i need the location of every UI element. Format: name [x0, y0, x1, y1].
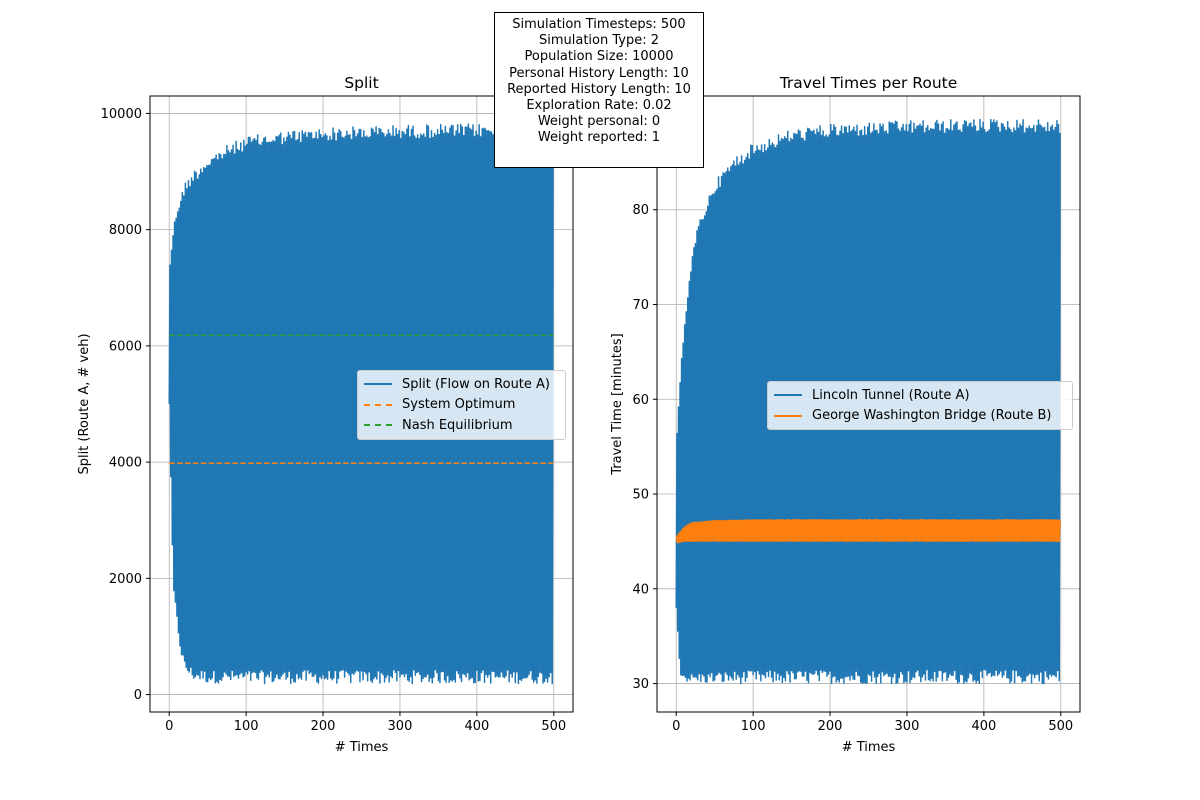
legend-label-nash-equilibrium: Nash Equilibrium: [402, 417, 513, 433]
info-line-reported-history: Reported History Length: 10: [507, 81, 691, 97]
legend-entry-lincoln-tunnel: Lincoln Tunnel (Route A): [774, 385, 1066, 406]
x-tick-label-1-5: 500: [1048, 719, 1073, 734]
y-tick-label-1-3: 60: [632, 393, 649, 408]
x-tick-label-0-4: 400: [464, 719, 489, 734]
x-tick-label-0-2: 200: [311, 719, 336, 734]
x-tick-label-1-3: 300: [895, 719, 920, 734]
x-axis-label-1: # Times: [842, 740, 896, 755]
legend-swatch-system-optimum: [364, 403, 392, 406]
legend-swatch-split: [364, 383, 392, 386]
info-line-exploration-rate: Exploration Rate: 0.02: [526, 98, 672, 114]
x-tick-label-1-4: 400: [971, 719, 996, 734]
y-tick-label-0-4: 8000: [109, 223, 142, 238]
y-tick-label-0-5: 10000: [101, 107, 142, 122]
y-tick-label-1-4: 70: [632, 298, 649, 313]
simulation-parameters-box: Simulation Timesteps: 500 Simulation Typ…: [494, 12, 704, 168]
y-tick-label-0-2: 4000: [109, 456, 142, 471]
x-tick-label-0-0: 0: [165, 719, 173, 734]
chart-title-1: Travel Times per Route: [779, 74, 958, 92]
info-line-timesteps: Simulation Timesteps: 500: [512, 17, 686, 32]
chart-title-0: Split: [344, 74, 378, 92]
x-tick-label-0-5: 500: [541, 719, 566, 734]
x-tick-label-1-0: 0: [672, 719, 680, 734]
info-line-weight-personal: Weight personal: 0: [537, 114, 661, 130]
legend-travel-times: Lincoln Tunnel (Route A) George Washingt…: [767, 381, 1073, 430]
legend-swatch-lincoln-tunnel: [774, 394, 802, 397]
legend-swatch-george-washington-bridge: [774, 414, 802, 417]
y-tick-label-1-2: 50: [632, 488, 649, 503]
y-tick-label-0-1: 2000: [109, 572, 142, 587]
series-line-1-1: [675, 518, 1061, 544]
axes-frame-0: [149, 95, 574, 713]
info-line-simulation-type: Simulation Type: 2: [538, 33, 660, 49]
y-tick-label-1-5: 80: [632, 203, 649, 218]
x-tick-label-1-1: 100: [741, 719, 766, 734]
x-tick-label-0-1: 100: [234, 719, 259, 734]
y-tick-label-0-3: 6000: [109, 339, 142, 354]
x-tick-label-0-3: 300: [388, 719, 413, 734]
axes-frame-1: [656, 95, 1081, 713]
y-tick-label-0-0: 0: [134, 688, 142, 703]
legend-entry-system-optimum: System Optimum: [364, 395, 559, 416]
legend-entry-george-washington-bridge: George Washington Bridge (Route B): [774, 406, 1066, 427]
legend-swatch-nash-equilibrium: [364, 424, 392, 427]
info-line-weight-reported: Weight reported: 1: [537, 130, 661, 146]
y-tick-label-1-1: 40: [632, 582, 649, 597]
y-axis-label-1: Travel Time [minutes]: [610, 333, 625, 476]
legend-split: Split (Flow on Route A) System Optimum N…: [357, 370, 566, 440]
legend-entry-split: Split (Flow on Route A): [364, 374, 559, 395]
legend-entry-nash-equilibrium: Nash Equilibrium: [364, 415, 559, 436]
legend-label-split: Split (Flow on Route A): [402, 376, 550, 392]
info-line-population-size: Population Size: 10000: [524, 49, 674, 65]
legend-label-system-optimum: System Optimum: [402, 397, 516, 413]
legend-label-lincoln-tunnel: Lincoln Tunnel (Route A): [812, 387, 970, 403]
x-axis-label-0: # Times: [335, 740, 389, 755]
x-tick-label-1-2: 200: [818, 719, 843, 734]
y-tick-label-1-0: 30: [632, 677, 649, 692]
y-axis-label-0: Split (Route A, # veh): [77, 333, 92, 474]
info-line-personal-history: Personal History Length: 10: [509, 65, 689, 81]
legend-label-george-washington-bridge: George Washington Bridge (Route B): [812, 408, 1052, 424]
